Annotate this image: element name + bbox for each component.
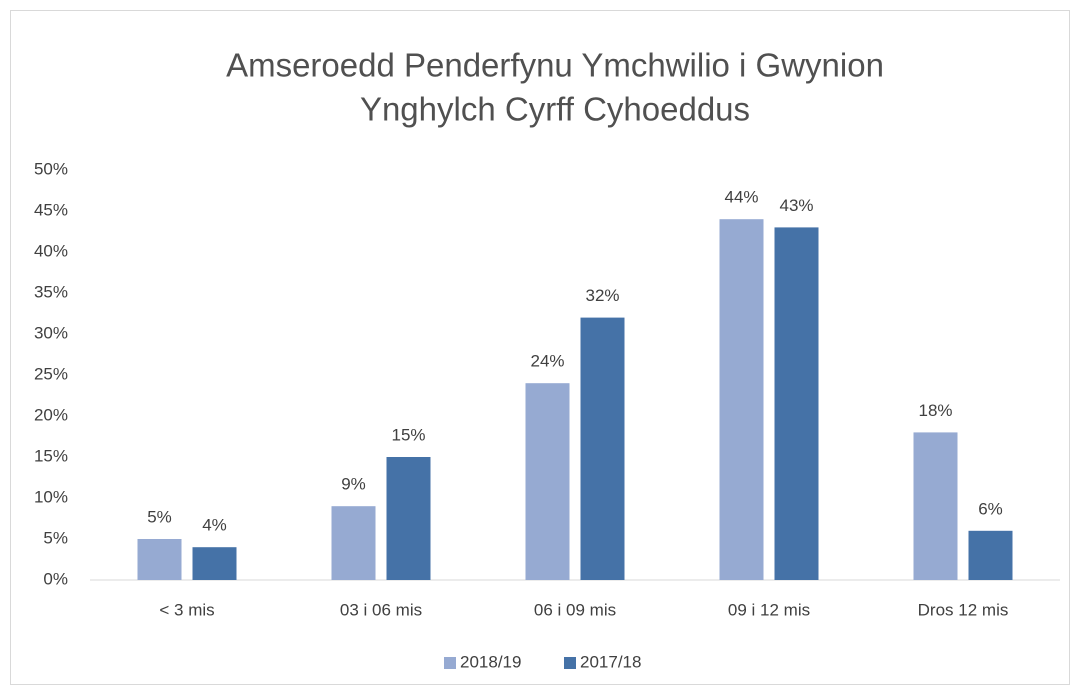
y-tick-label: 40% (34, 241, 68, 260)
bar (913, 432, 958, 580)
x-tick-label: 06 i 09 mis (534, 600, 616, 619)
y-tick-label: 50% (34, 159, 68, 178)
y-tick-label: 25% (34, 364, 68, 383)
bar (774, 227, 819, 580)
bar (580, 317, 625, 580)
y-tick-label: 10% (34, 487, 68, 506)
y-tick-label: 30% (34, 323, 68, 342)
x-tick-label: 09 i 12 mis (728, 600, 810, 619)
legend-label: 2018/19 (460, 652, 521, 671)
data-label: 32% (585, 286, 619, 305)
data-label: 5% (147, 507, 172, 526)
bar (386, 457, 431, 580)
data-label: 9% (341, 475, 366, 494)
x-tick-label: < 3 mis (159, 600, 214, 619)
bar (137, 539, 182, 580)
x-tick-label: Dros 12 mis (918, 600, 1009, 619)
y-tick-label: 15% (34, 446, 68, 465)
bar (192, 547, 237, 580)
data-label: 18% (918, 401, 952, 420)
data-label: 43% (779, 196, 813, 215)
y-tick-label: 35% (34, 282, 68, 301)
bar (525, 383, 570, 580)
bar (719, 219, 764, 580)
data-label: 6% (978, 499, 1003, 518)
y-tick-label: 45% (34, 200, 68, 219)
chart-title: Ynghylch Cyrff Cyhoeddus (360, 91, 750, 128)
bar (968, 530, 1013, 580)
data-label: 4% (202, 516, 227, 535)
data-label: 15% (391, 425, 425, 444)
legend-swatch (564, 657, 576, 669)
data-label: 24% (530, 352, 564, 371)
legend-swatch (444, 657, 456, 669)
legend-label: 2017/18 (580, 652, 641, 671)
x-tick-label: 03 i 06 mis (340, 600, 422, 619)
y-tick-label: 0% (43, 569, 68, 588)
y-tick-label: 5% (43, 528, 68, 547)
bar (331, 506, 376, 580)
y-tick-label: 20% (34, 405, 68, 424)
data-label: 44% (724, 188, 758, 207)
chart-title: Amseroedd Penderfynu Ymchwilio i Gwynion (226, 47, 884, 84)
